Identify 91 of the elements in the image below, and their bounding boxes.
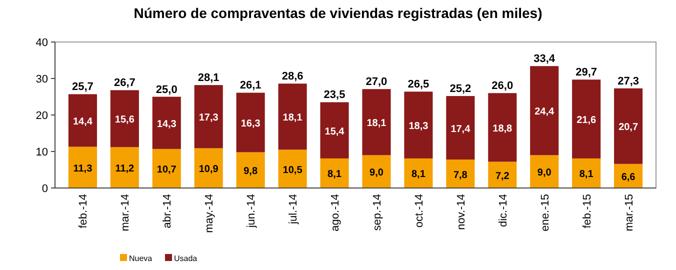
data-label: 10,5 (282, 164, 303, 176)
bar (278, 84, 307, 150)
bar (404, 92, 433, 158)
data-label: 8,1 (328, 169, 342, 180)
data-label: 17,4 (450, 124, 471, 135)
data-label: 18,1 (282, 112, 303, 124)
x-tick-label: feb.-15 (581, 194, 594, 228)
bar (320, 102, 349, 158)
bar (320, 158, 349, 188)
data-label: 14,4 (72, 116, 93, 128)
data-label: 24,4 (534, 106, 555, 118)
bar (110, 147, 139, 188)
total-label: 26,5 (408, 78, 430, 91)
y-tick-label: 40 (36, 37, 48, 49)
bar (194, 148, 223, 188)
total-label: 28,1 (198, 72, 220, 84)
bar (488, 93, 517, 162)
legend-label: Usada (174, 254, 198, 263)
bar (236, 92, 265, 152)
bar (530, 155, 559, 188)
chart-title: Número de compraventas de viviendas registradas (en miles) (134, 5, 542, 21)
data-label: 18,3 (408, 121, 429, 132)
bar (278, 150, 307, 188)
data-label: 8,1 (412, 169, 426, 180)
bar (446, 96, 475, 160)
data-label: 20,7 (618, 122, 638, 134)
x-tick-label: oct.-14 (413, 194, 426, 228)
y-tick-label: 20 (36, 110, 48, 122)
data-label: 10,7 (156, 164, 177, 176)
bar (488, 162, 517, 188)
bar (572, 158, 601, 188)
bar (530, 66, 559, 156)
x-tick-label: dic.-14 (497, 194, 510, 228)
x-tick-label: nov.-14 (455, 194, 468, 230)
total-label: 25,7 (72, 81, 94, 94)
bar (572, 80, 601, 158)
bar (362, 155, 391, 188)
x-tick-label: jul.-14 (288, 194, 300, 225)
data-label: 18,8 (492, 123, 513, 134)
x-tick-label: mar.-14 (120, 194, 132, 232)
x-tick-label: feb.-14 (78, 194, 90, 228)
y-tick-label: 10 (36, 146, 48, 158)
bar (404, 158, 433, 188)
total-label: 28,6 (282, 70, 304, 83)
x-tick-label: mar.-15 (623, 194, 636, 232)
bar (152, 148, 181, 188)
data-label: 11,2 (115, 164, 135, 175)
total-label: 25,2 (450, 83, 472, 96)
x-tick-label: sep.-14 (371, 194, 384, 231)
data-label: 7,2 (495, 170, 510, 182)
bar (68, 146, 97, 188)
bar (614, 88, 643, 164)
x-tick-label: jun.-14 (246, 194, 258, 229)
data-label: 14,3 (156, 118, 177, 130)
y-tick-label: 30 (36, 74, 48, 86)
total-label: 26,7 (114, 77, 136, 90)
total-label: 27,3 (618, 75, 640, 88)
bar (194, 85, 223, 148)
data-label: 15,6 (114, 114, 135, 126)
bar (68, 94, 97, 147)
data-label: 9,0 (537, 168, 552, 179)
bar (362, 89, 391, 156)
bar (110, 90, 139, 148)
total-label: 33,4 (534, 53, 556, 66)
total-label: 23,5 (324, 89, 346, 102)
data-label: 6,6 (621, 172, 636, 183)
total-label: 26,0 (492, 80, 514, 92)
data-label: 17,3 (198, 112, 219, 124)
total-label: 26,1 (240, 80, 262, 92)
x-tick-label: ago.-14 (330, 194, 342, 232)
data-label: 18,1 (366, 118, 387, 130)
data-label: 8,1 (579, 169, 594, 180)
data-label: 16,3 (240, 118, 261, 130)
y-tick-label: 0 (42, 183, 48, 195)
data-label: 21,6 (576, 115, 596, 126)
data-label: 9,8 (244, 166, 258, 178)
data-label: 7,8 (453, 170, 468, 181)
data-label: 10,9 (198, 164, 219, 176)
bar (446, 160, 475, 188)
total-label: 25,0 (156, 84, 178, 96)
x-tick-label: abr.-14 (162, 194, 174, 228)
data-label: 15,4 (324, 126, 345, 138)
bar (236, 152, 265, 188)
total-label: 29,7 (576, 66, 598, 79)
legend-label: Nueva (129, 254, 153, 263)
bar (152, 96, 181, 149)
total-label: 27,0 (366, 76, 388, 88)
data-label: 11,3 (73, 163, 93, 174)
x-tick-label: may.-14 (204, 194, 216, 233)
x-tick-label: ene.-15 (539, 194, 552, 232)
data-label: 9,0 (370, 168, 384, 179)
